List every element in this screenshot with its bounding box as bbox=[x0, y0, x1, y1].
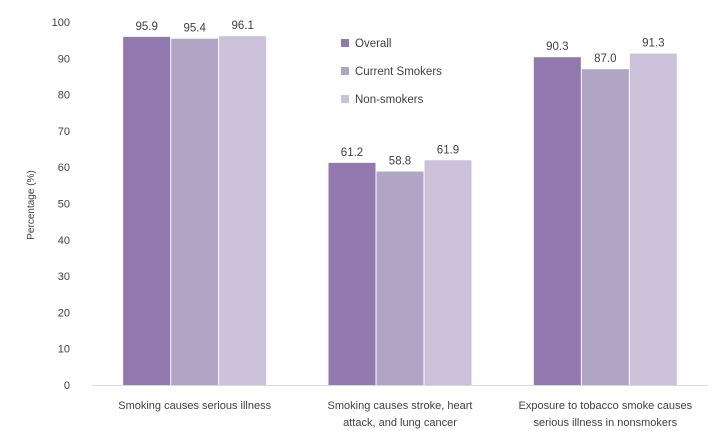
data-label: 90.3 bbox=[546, 41, 568, 53]
y-axis-title: Percentage (%) bbox=[26, 170, 37, 239]
data-label: 95.4 bbox=[183, 23, 206, 35]
data-labels: 95.9 95.4 96.1 61.2 58.8 61.9 90.3 87.0 91.3 bbox=[135, 20, 664, 167]
y-tick-label: 10 bbox=[58, 344, 70, 356]
y-axis-title-group: Percentage (%) bbox=[26, 170, 37, 239]
bars bbox=[123, 36, 677, 386]
y-axis-ticks: 0 10 20 30 40 50 60 70 80 90 100 bbox=[52, 17, 70, 392]
legend-label: Non-smokers bbox=[355, 94, 424, 106]
data-label: 91.3 bbox=[642, 38, 664, 50]
legend-label: Overall bbox=[355, 38, 391, 50]
data-label: 95.9 bbox=[135, 21, 157, 33]
category-label: Smoking causes serious illness bbox=[118, 400, 271, 412]
data-label: 87.0 bbox=[594, 53, 616, 65]
category-labels: Smoking causes serious illness Smoking ca… bbox=[118, 400, 692, 429]
legend-label: Current Smokers bbox=[355, 66, 442, 78]
y-tick-label: 30 bbox=[58, 271, 70, 283]
y-tick-label: 40 bbox=[58, 235, 70, 247]
legend-swatch bbox=[341, 67, 349, 75]
y-tick-label: 90 bbox=[58, 53, 70, 65]
bar bbox=[171, 38, 219, 385]
y-tick-label: 80 bbox=[58, 90, 70, 102]
bar bbox=[376, 171, 424, 385]
y-tick-label: 100 bbox=[52, 17, 70, 29]
category-label: attack, and lung cancer bbox=[343, 417, 457, 429]
legend-swatch bbox=[341, 39, 349, 47]
y-tick-label: 70 bbox=[58, 126, 70, 138]
legend: Overall Current Smokers Non-smokers bbox=[341, 38, 442, 106]
category-label: Smoking causes stroke, heart bbox=[328, 400, 473, 412]
y-tick-label: 20 bbox=[58, 307, 70, 319]
data-label: 58.8 bbox=[389, 156, 411, 168]
legend-swatch bbox=[341, 95, 349, 103]
data-label: 61.2 bbox=[341, 147, 363, 159]
bar bbox=[123, 36, 171, 386]
bar bbox=[629, 53, 677, 386]
category-label: Exposure to tobacco smoke causes bbox=[519, 400, 693, 412]
y-tick-label: 60 bbox=[58, 162, 70, 174]
bar bbox=[424, 160, 472, 385]
data-label: 96.1 bbox=[231, 20, 253, 32]
category-label: serious illness in nonsmokers bbox=[533, 417, 677, 429]
y-tick-label: 0 bbox=[64, 380, 70, 392]
bar bbox=[328, 162, 376, 385]
bar bbox=[219, 36, 267, 385]
bar bbox=[581, 69, 629, 385]
bar bbox=[533, 57, 581, 385]
y-tick-label: 50 bbox=[58, 199, 70, 211]
data-label: 61.9 bbox=[437, 144, 459, 156]
